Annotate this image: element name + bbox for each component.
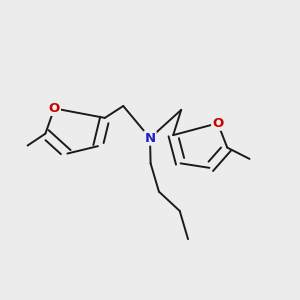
Text: N: N	[144, 132, 156, 145]
Text: O: O	[212, 117, 224, 130]
Text: O: O	[49, 102, 60, 115]
